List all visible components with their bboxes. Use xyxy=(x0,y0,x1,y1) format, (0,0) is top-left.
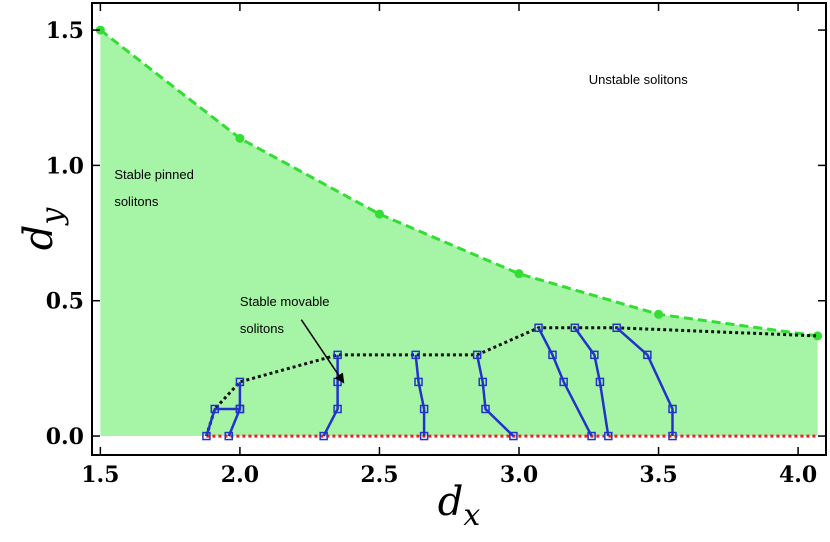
x-tick-label: 2.0 xyxy=(221,462,259,488)
x-axis-title: dx xyxy=(438,479,481,533)
axis-ticks: 1.5 2.0 2.5 3.0 3.5 4.0 0.0 0.5 1.0 1.5 xyxy=(46,3,826,488)
trajectory-point xyxy=(224,431,234,441)
trajectory-point xyxy=(472,350,482,360)
x-tick-label: 3.5 xyxy=(639,462,677,488)
x-tick-label: 1.5 xyxy=(81,462,119,488)
upper-boundary-point xyxy=(95,25,105,35)
trajectory-point xyxy=(559,377,568,387)
trajectory-point xyxy=(235,377,245,387)
trajectory-point xyxy=(604,431,613,441)
trajectory-point xyxy=(411,350,420,360)
annotation-arrow xyxy=(300,319,345,384)
plot-area xyxy=(95,25,823,441)
y-tick-label: 0.5 xyxy=(46,289,84,315)
trajectory-line xyxy=(227,408,242,437)
upper-boundary-line xyxy=(99,28,818,338)
trajectory-point xyxy=(333,404,342,414)
trajectory-point xyxy=(612,323,621,333)
annotation-label: Stable pinned xyxy=(114,167,194,182)
trajectory-line xyxy=(537,327,593,437)
trajectory-point xyxy=(333,350,342,360)
annotation-label: Unstable solitons xyxy=(589,72,688,87)
y-axis-title: dy xyxy=(16,207,70,251)
plot-frame xyxy=(91,2,827,456)
x-tick-label: 4.0 xyxy=(779,462,817,488)
trajectory-point xyxy=(509,431,518,441)
trajectory-point xyxy=(419,431,429,441)
trajectory-point xyxy=(414,377,423,387)
upper-boundary-point xyxy=(813,331,823,341)
trajectory-line xyxy=(205,381,242,437)
y-tick-label: 1.0 xyxy=(46,153,84,179)
trajectory-point xyxy=(319,431,328,441)
trajectory-line xyxy=(615,326,674,437)
annotation-label: solitons xyxy=(240,321,285,336)
trajectory-point xyxy=(570,323,580,333)
annotation-label: solitons xyxy=(114,194,159,209)
trajectory-point xyxy=(548,350,557,360)
trajectory-point xyxy=(590,350,599,360)
trajectory-point xyxy=(202,431,211,441)
trajectory-point xyxy=(595,377,605,387)
trajectory-point xyxy=(478,377,487,387)
trajectory-point xyxy=(643,350,652,360)
x-tick-label: 3.0 xyxy=(500,462,538,488)
trajectory-point xyxy=(235,404,245,414)
y-tick-label: 0.0 xyxy=(46,424,84,450)
trajectory-point xyxy=(668,431,677,441)
trajectory-line xyxy=(414,354,426,437)
annotations: Unstable solitons Stable pinned solitons St… xyxy=(114,72,688,384)
trajectory-line xyxy=(475,354,515,437)
stable-region-fill xyxy=(100,30,818,437)
y-tick-label: 1.5 xyxy=(46,18,84,44)
upper-boundary-point xyxy=(235,133,245,143)
upper-boundary-point xyxy=(514,269,524,279)
upper-boundary-point xyxy=(374,209,384,219)
trajectory-point xyxy=(534,323,543,333)
upper-boundary-point xyxy=(654,309,664,319)
trajectory-point xyxy=(668,404,677,414)
trajectory-point xyxy=(587,431,596,441)
trajectory-point xyxy=(481,404,490,414)
trajectory-point xyxy=(419,404,429,414)
trajectory-line xyxy=(573,327,610,437)
x-tick-label: 2.5 xyxy=(360,462,398,488)
annotation-label: Stable movable xyxy=(240,294,330,309)
trajectory-line xyxy=(322,354,339,437)
trajectory-point xyxy=(210,404,220,414)
